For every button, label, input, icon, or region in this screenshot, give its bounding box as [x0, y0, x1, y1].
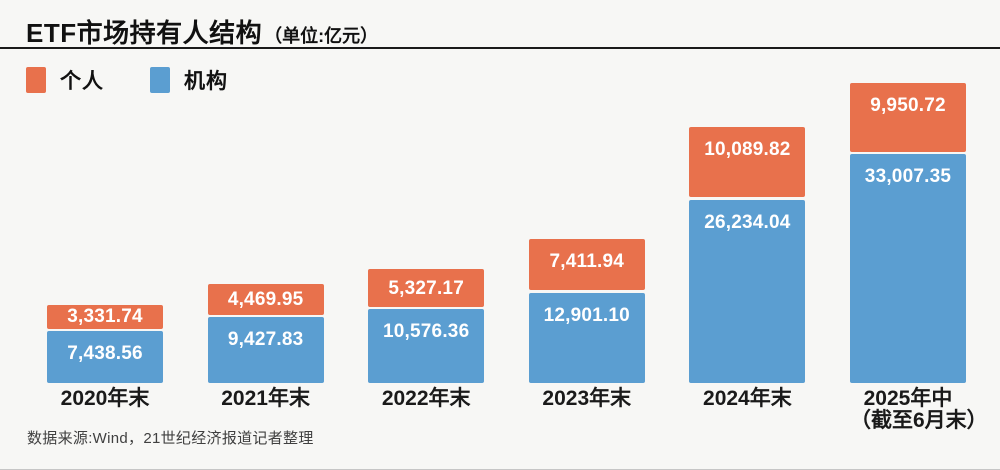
bar-segment-institution-0: 7,438.56 [47, 331, 163, 383]
x-axis-label-line1: 2021年末 [221, 387, 310, 410]
x-axis-label-0: 2020年末 [47, 387, 163, 410]
bar-segment-institution-3: 12,901.10 [528, 292, 645, 383]
legend-item-institution: 机构 [150, 65, 228, 95]
bar-group-0: 3,331.74 7,438.56 2020年末 [47, 83, 163, 433]
bar-value-label: 26,234.04 [704, 211, 791, 233]
bar-value-label: 12,901.10 [543, 304, 630, 326]
bar-value-label: 9,427.83 [227, 329, 304, 351]
bar-stack-4: 10,089.82 26,234.04 [689, 83, 806, 383]
legend-item-personal: 个人 [26, 65, 104, 95]
bar-value-label: 10,089.82 [704, 138, 791, 160]
x-axis-label-line2: （截至6月末） [849, 409, 988, 433]
bar-stack-2: 5,327.17 10,576.36 [368, 83, 485, 383]
unit-label: （单位:亿元） [264, 26, 379, 46]
legend: 个人 机构 [26, 65, 228, 95]
bar-stack-5: 9,950.72 33,007.35 [849, 83, 966, 383]
bar-segment-institution-1: 9,427.83 [207, 317, 324, 383]
bar-segment-personal-3: 7,411.94 [528, 238, 645, 291]
bar-group-5: 9,950.72 33,007.35 2025年中 （截至6月末） [849, 83, 988, 433]
legend-label-institution: 机构 [184, 70, 228, 93]
bar-segment-personal-5: 9,950.72 [849, 83, 966, 152]
bar-stack-0: 3,331.74 7,438.56 [47, 83, 163, 383]
legend-swatch-personal-icon [26, 67, 46, 93]
bar-group-4: 10,089.82 26,234.04 2024年末 [689, 83, 806, 433]
bar-group-2: 5,327.17 10,576.36 2022年末 [368, 83, 485, 433]
x-axis-label-4: 2024年末 [689, 387, 805, 410]
legend-label-personal: 个人 [60, 70, 104, 93]
bar-segment-personal-1: 4,469.95 [207, 283, 324, 315]
bar-value-label: 7,411.94 [549, 250, 625, 272]
header: ETF市场持有人结构 （单位:亿元） [26, 13, 378, 50]
bar-value-label: 33,007.35 [864, 166, 952, 188]
x-axis-label-line1: 2020年末 [60, 387, 150, 410]
bar-segment-institution-5: 33,007.35 [849, 154, 966, 383]
x-axis-label-line1: 2024年末 [703, 387, 792, 410]
bar-stack-1: 4,469.95 9,427.83 [207, 83, 324, 383]
bar-segment-personal-4: 10,089.82 [689, 126, 806, 198]
bar-value-label: 5,327.17 [388, 277, 464, 299]
bar-value-label: 3,331.74 [67, 306, 143, 328]
title-divider [0, 47, 1000, 49]
source-note: 数据来源:Wind，21世纪经济报道记者整理 [27, 430, 314, 447]
x-axis-label-3: 2023年末 [529, 387, 645, 410]
x-axis-label-line1: 2025年中 [863, 387, 953, 410]
legend-swatch-institution-icon [150, 67, 170, 93]
x-axis-label-5: 2025年中 （截至6月末） [849, 387, 988, 433]
bar-group-1: 4,469.95 9,427.83 2021年末 [207, 83, 324, 433]
bar-stack-3: 7,411.94 12,901.10 [528, 83, 645, 383]
bar-segment-institution-2: 10,576.36 [368, 309, 485, 383]
x-axis-label-line1: 2023年末 [542, 387, 632, 410]
bar-segment-personal-0: 3,331.74 [47, 305, 163, 329]
bar-value-label: 7,438.56 [67, 343, 143, 365]
page-title: ETF市场持有人结构 [26, 18, 263, 48]
x-axis-label-1: 2021年末 [208, 387, 324, 410]
bar-segment-institution-4: 26,234.04 [689, 199, 806, 383]
bar-chart: 3,331.74 7,438.56 2020年末 4,469.95 9,427.83 20… [47, 83, 988, 433]
bar-value-label: 4,469.95 [227, 288, 304, 310]
x-axis-label-line1: 2022年末 [381, 387, 471, 410]
bar-segment-personal-2: 5,327.17 [368, 269, 485, 307]
x-axis-label-2: 2022年末 [368, 387, 484, 410]
bar-value-label: 10,576.36 [383, 321, 470, 343]
bar-group-3: 7,411.94 12,901.10 2023年末 [528, 83, 645, 433]
bar-value-label: 9,950.72 [870, 95, 946, 116]
